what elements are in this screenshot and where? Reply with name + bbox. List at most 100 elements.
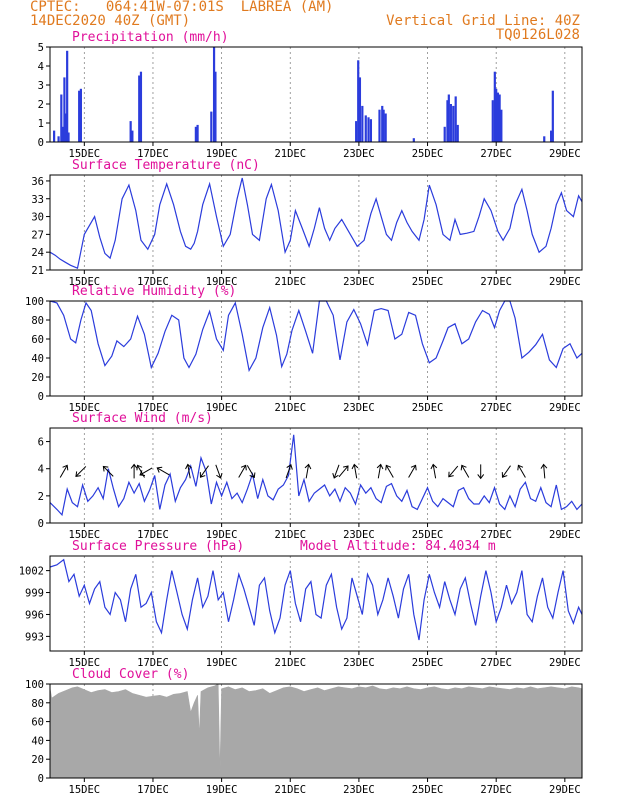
y-tick-label: 1002 [19,566,44,578]
y-tick-label: 100 [25,296,44,308]
precip-bar [412,138,415,142]
wind-arrow [285,464,293,479]
wind-arrow-head [286,464,293,470]
wind-arrow-shaft [238,465,247,478]
x-tick-label: 23DEC [343,657,375,669]
wind-arrow-shaft [448,465,459,478]
wind-arrow-head [351,463,359,470]
precip-bar [64,113,67,142]
wind-arrow-head [332,473,339,479]
y-tick-label: 40 [31,353,44,365]
precip-bar [496,92,500,142]
wind-arrow-head [343,465,349,472]
y-tick-label: 0 [38,773,44,785]
y-tick-label: 60 [31,717,44,729]
x-tick-label: 15DEC [69,784,101,796]
precip-bar [367,117,370,142]
x-tick-label: 21DEC [274,657,306,669]
x-tick-label: 25DEC [412,529,444,541]
wind-arrow-head [385,464,392,471]
precip-bar [498,94,501,142]
precip-bar [378,109,381,142]
panel-title: Relative Humidity (%) [72,284,236,299]
y-tick-label: 21 [31,265,44,277]
wind-arrow [75,466,87,477]
x-tick-label: 15DEC [69,148,101,160]
precip-bar [196,124,199,142]
wind-arrow [430,463,438,479]
wind-arrow-head [430,463,438,470]
x-tick-label: 15DEC [69,657,101,669]
precip-bar [194,126,197,142]
y-tick-label: 36 [31,176,44,188]
wind-arrow-shaft [59,465,68,478]
y-tick-label: 0 [38,391,44,403]
x-tick-label: 17DEC [137,657,169,669]
precip-bar [454,96,457,142]
y-tick-label: 33 [31,194,44,206]
precip-bar [551,90,554,142]
series-line [49,177,583,270]
x-tick-label: 17DEC [137,784,169,796]
panel-title: Surface Wind (m/s) [72,411,213,426]
wind-arrow-head [75,471,81,477]
precip-bar [210,111,213,142]
wind-arrow-shaft [305,464,310,479]
y-tick-label: 6 [38,437,44,449]
wind-arrow [246,465,256,479]
precip-bar [357,60,360,142]
precip-bar [53,130,56,142]
x-tick-label: 27DEC [480,148,512,160]
y-tick-label: 0 [38,518,44,530]
header: CPTEC: 064:41W-07:01S LABREA (AM) 14DEC2… [0,0,618,46]
x-tick-label: 21DEC [274,402,306,414]
wind-arrow-shaft [102,466,114,477]
y-tick-label: 20 [31,754,44,766]
panel-title: Precipitation (mm/h) [72,30,229,45]
x-tick-label: 23DEC [343,276,375,288]
x-tick-label: 29DEC [549,784,581,796]
series-line [49,558,583,641]
precip-bar [214,71,217,142]
series-line [49,300,583,373]
wind-arrow-shaft [385,465,394,478]
wind-arrow-shaft [377,464,382,479]
wind-arrow [199,465,209,478]
x-tick-label: 17DEC [137,529,169,541]
panel-frame [49,46,583,143]
precip-bar [443,126,446,142]
precip-bar [355,121,358,142]
x-tick-label: 19DEC [206,402,238,414]
wind-arrow-shaft [461,465,470,478]
x-tick-label: 29DEC [549,529,581,541]
panel-frame [49,300,583,397]
wind-arrow-head [136,464,143,471]
grid-line-info: Vertical Grid Line: 40Z [386,13,580,29]
y-tick-label: 2 [38,99,44,111]
x-tick-label: 27DEC [480,402,512,414]
x-tick-label: 23DEC [343,402,375,414]
precip-bar [79,88,82,142]
cloud-area [49,683,583,779]
precip-bar [364,115,367,142]
wind-arrow [351,463,359,479]
wind-arrow-head [517,464,524,471]
x-tick-label: 19DEC [206,148,238,160]
x-tick-label: 29DEC [549,148,581,160]
model-id: TQ0126L028 [495,27,580,43]
wind-arrow [540,463,548,479]
precip-bar [384,113,387,142]
x-tick-label: 17DEC [137,402,169,414]
wind-arrow-head [139,470,146,476]
wind-arrow [385,464,394,478]
wind-arrow [238,464,247,478]
wind-arrow [448,465,459,478]
wind-arrow-head [185,463,192,470]
x-tick-label: 21DEC [274,529,306,541]
wind-arrow-head [501,472,508,478]
precip-bar [61,126,64,142]
panel-frame [49,427,583,524]
y-tick-label: 24 [31,247,44,259]
wind-arrow-head [216,473,223,479]
x-tick-label: 25DEC [412,276,444,288]
